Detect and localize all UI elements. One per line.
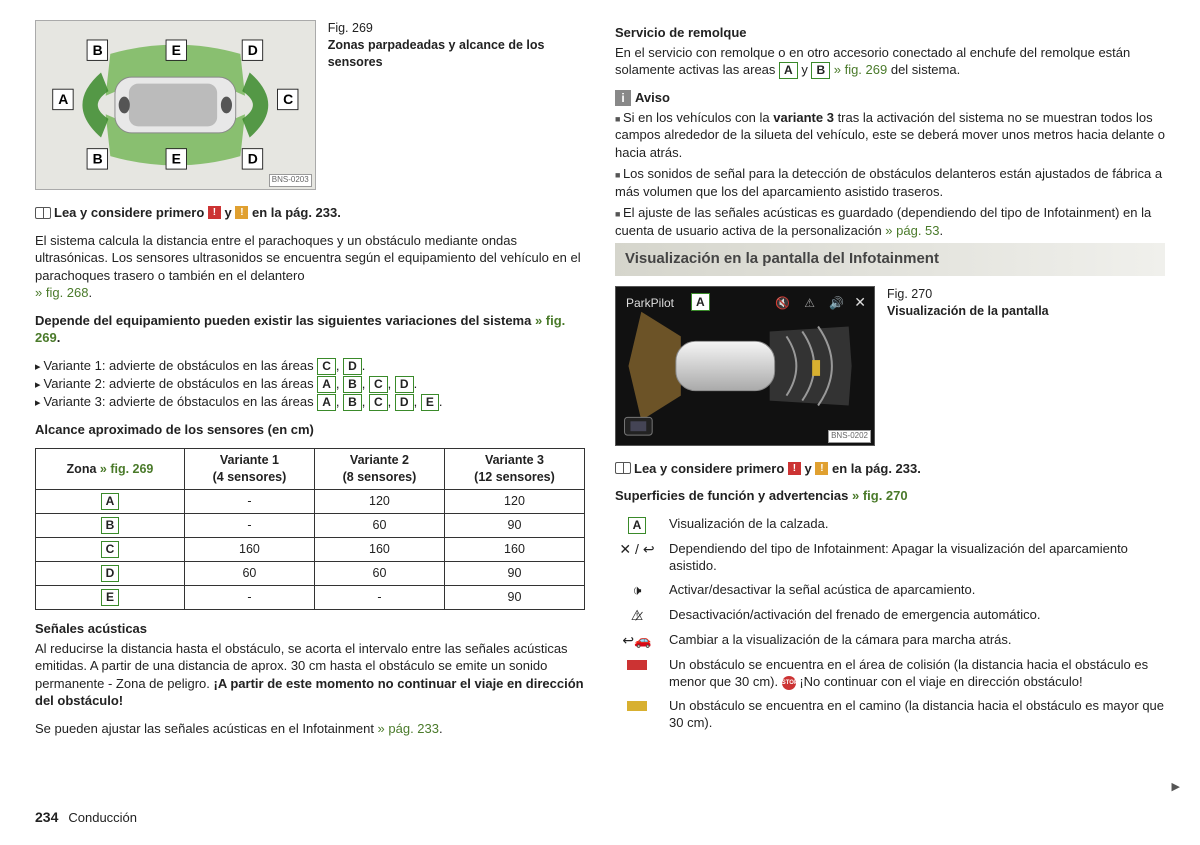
- svg-text:A: A: [58, 91, 68, 107]
- variants-lead: Depende del equipamiento pueden existir …: [35, 312, 585, 347]
- page-footer: 234Conducción: [35, 808, 137, 827]
- fig-269-caption: Fig. 269 Zonas parpadeadas y alcance de …: [328, 20, 585, 190]
- read-first-2: Lea y considere primero ! y ! en la pág.…: [615, 460, 1165, 478]
- stop-icon: STOP: [782, 676, 796, 690]
- fig-269-code: BNS-0203: [269, 174, 312, 187]
- svg-text:B: B: [93, 42, 103, 58]
- section-infotainment-display: Visualización en la pantalla del Infotai…: [615, 243, 1165, 275]
- table-title: Alcance aproximado de los sensores (en c…: [35, 421, 585, 439]
- warning-red-icon: !: [208, 206, 221, 219]
- auto-brake-icon: ⚠̷: [615, 606, 659, 625]
- svg-text:D: D: [248, 151, 258, 167]
- fig-270-code: BNS-0202: [828, 430, 871, 443]
- continue-indicator: ▶: [1172, 780, 1180, 795]
- speaker-icon: 🕩: [615, 581, 659, 600]
- svg-text:B: B: [93, 151, 103, 167]
- trailer-heading: Servicio de remolque: [615, 24, 1165, 42]
- trailer-body: En el servicio con remolque o en otro ac…: [615, 44, 1165, 80]
- surfaces-lead: Superficies de función y advertencias » …: [615, 487, 1165, 505]
- paragraph-system: El sistema calcula la distancia entre el…: [35, 232, 585, 302]
- warning-yellow-icon: !: [235, 206, 248, 219]
- info-icon: i: [615, 90, 631, 106]
- svg-text:E: E: [172, 42, 181, 58]
- book-icon: [35, 207, 51, 219]
- variants-list: Variante 1: advierte de obstáculos en la…: [35, 357, 585, 411]
- sensor-range-table: Zona » fig. 269 Variante 1(4 sensores) V…: [35, 448, 585, 610]
- svg-text:E: E: [172, 151, 181, 167]
- book-icon: [615, 462, 631, 474]
- aviso-list: Si en los vehículos con la variante 3 tr…: [615, 109, 1165, 240]
- fig-269-image: A B E D C B E D BNS-0203: [35, 20, 316, 190]
- fig-270-caption: Fig. 270 Visualización de la pantalla: [887, 286, 1049, 446]
- acoustic-adjust: Se pueden ajustar las señales acústicas …: [35, 720, 585, 738]
- read-first: Lea y considere primero ! y ! en la pág.…: [35, 204, 585, 222]
- warning-yellow-icon: !: [815, 462, 828, 475]
- svg-text:C: C: [283, 91, 293, 107]
- definitions-list: AVisualización de la calzada. ✕ / ↩Depen…: [615, 515, 1165, 732]
- red-obstacle-icon: [627, 660, 647, 670]
- aviso-heading: iAviso: [615, 89, 1165, 107]
- yellow-obstacle-icon: [627, 701, 647, 711]
- acoustic-heading: Señales acústicas: [35, 620, 585, 638]
- fig-270-image: ParkPilot A 🔇⚠🔊 ✕ BNS-0202: [615, 286, 875, 446]
- svg-text:D: D: [248, 42, 258, 58]
- acoustic-body: Al reducirse la distancia hasta el obstá…: [35, 640, 585, 710]
- camera-icon: ↩🚗: [615, 631, 659, 650]
- warning-red-icon: !: [788, 462, 801, 475]
